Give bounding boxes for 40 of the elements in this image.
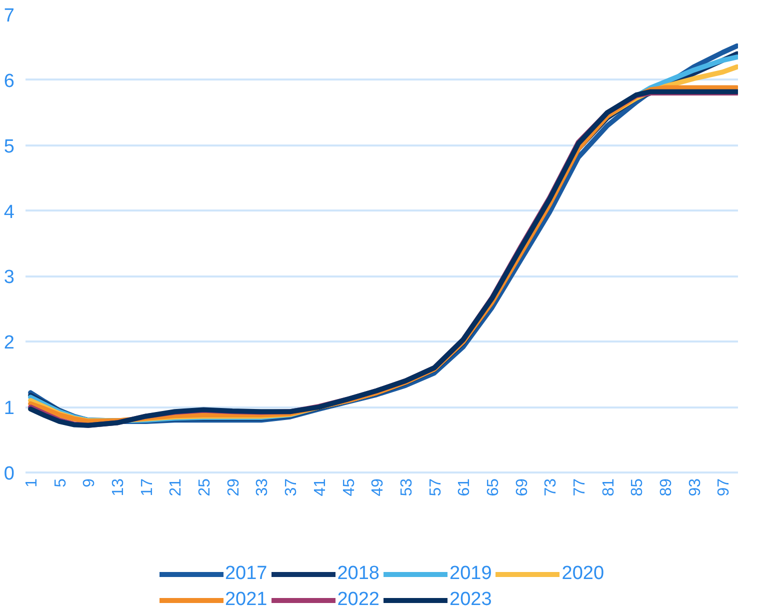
x-tick-label: 73	[542, 478, 560, 496]
x-tick-label: 57	[427, 478, 444, 496]
x-tick-label: 1	[24, 478, 41, 488]
y-tick-label: 2	[4, 332, 15, 354]
x-tick-label: 61	[456, 478, 474, 496]
legend-label: 2021	[224, 589, 268, 611]
legend-label: 2022	[337, 589, 380, 611]
legend-label: 2019	[450, 563, 492, 585]
x-tick-label: 13	[110, 478, 128, 496]
legend-label: 2020	[562, 563, 604, 585]
x-tick-label: 97	[716, 478, 733, 496]
x-tick-label: 41	[312, 478, 329, 496]
legend-label: 2023	[450, 589, 492, 611]
x-tick-label: 89	[658, 478, 675, 496]
x-tick-label: 77	[571, 478, 588, 496]
legend-label: 2018	[337, 563, 380, 585]
y-tick-label: 7	[4, 6, 15, 26]
x-tick-label: 29	[225, 478, 242, 496]
x-tick-label: 49	[370, 478, 387, 496]
x-tick-label: 37	[283, 478, 300, 496]
x-tick-label: 33	[254, 478, 272, 496]
y-tick-label: 1	[4, 398, 15, 420]
x-tick-label: 9	[81, 478, 98, 488]
x-tick-label: 17	[138, 478, 156, 496]
x-tick-label: 65	[484, 478, 502, 496]
y-tick-label: 5	[4, 136, 15, 158]
x-tick-label: 81	[600, 478, 618, 496]
y-tick-label: 3	[4, 267, 15, 288]
x-tick-label: 53	[398, 478, 416, 496]
y-tick-label: 4	[4, 202, 15, 223]
x-tick-label: 85	[629, 478, 646, 496]
y-tick-label: 0	[4, 464, 15, 484]
y-tick-label: 6	[4, 70, 15, 92]
x-tick-label: 21	[168, 478, 185, 496]
legend-label: 2017	[224, 563, 268, 585]
x-tick-label: 45	[340, 478, 358, 496]
x-tick-label: 69	[514, 478, 531, 496]
x-tick-label: 5	[52, 478, 70, 488]
x-tick-label: 93	[686, 478, 704, 496]
x-tick-label: 25	[196, 478, 214, 496]
